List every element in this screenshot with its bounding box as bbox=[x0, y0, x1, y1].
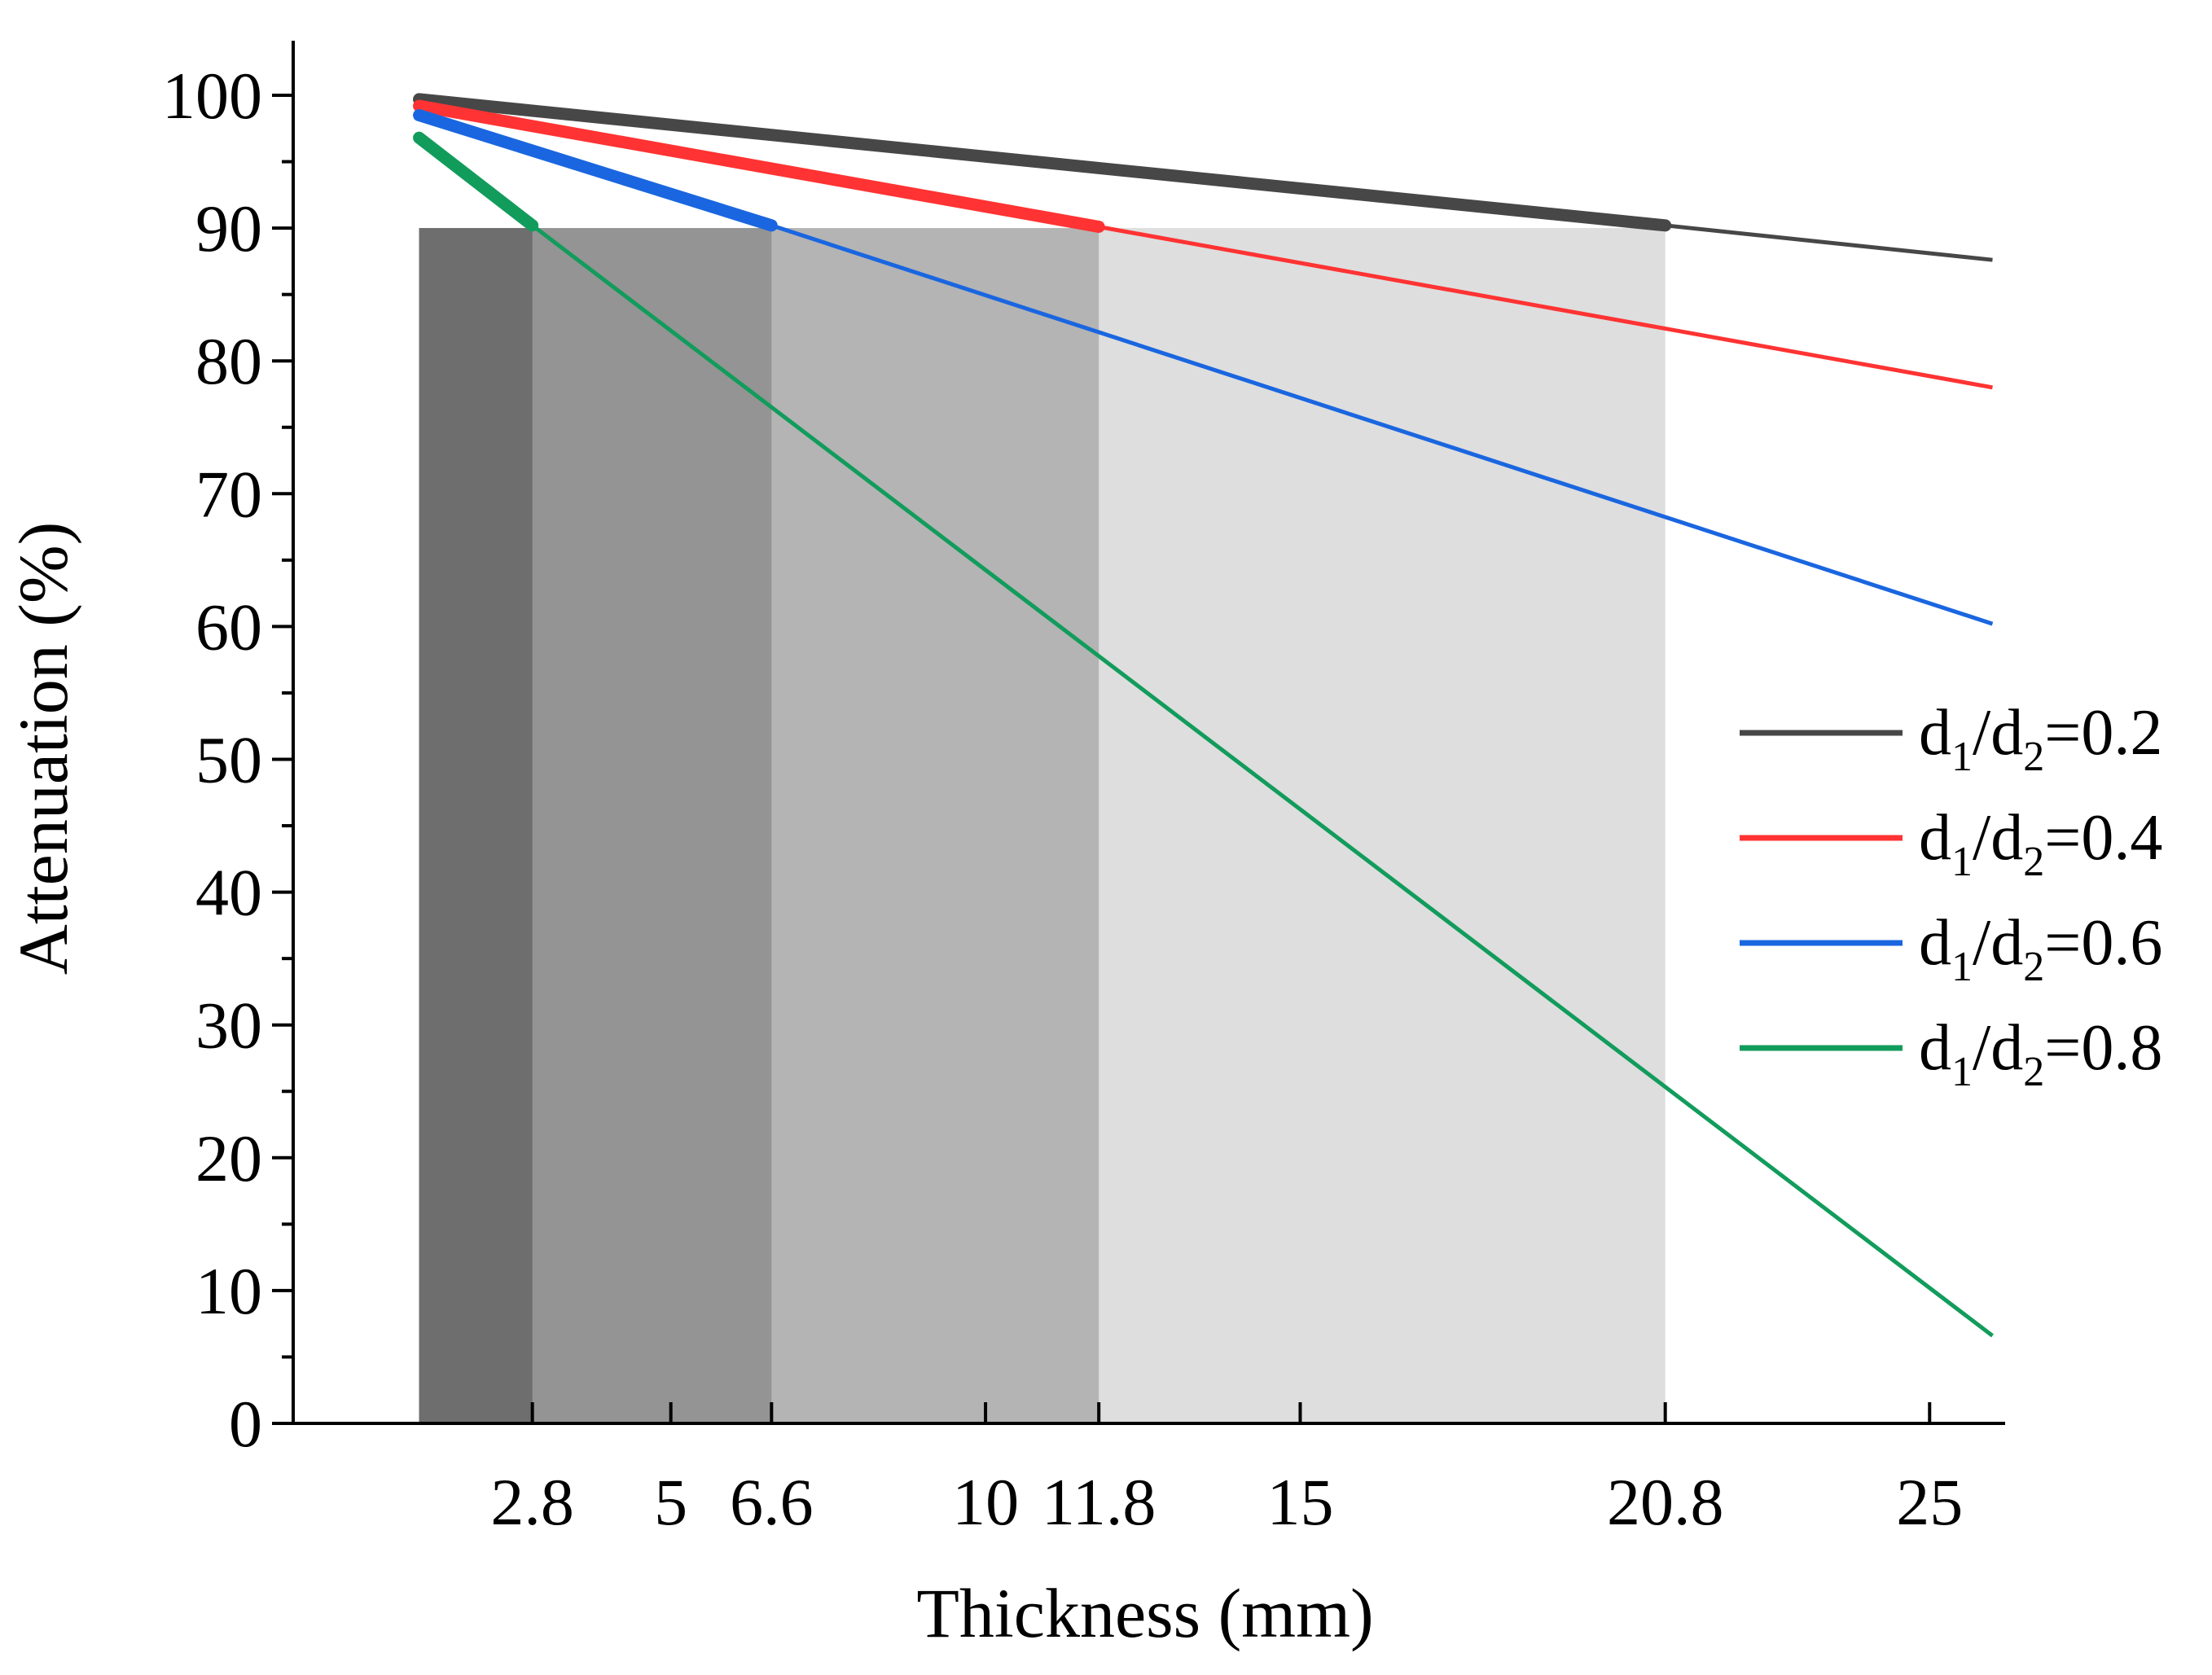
y-tick-label-5: 50 bbox=[195, 723, 262, 797]
series-highlight-1 bbox=[413, 99, 1105, 233]
y-tick-label-10: 100 bbox=[162, 59, 262, 133]
x-tick-label-3: 10 bbox=[952, 1465, 1019, 1539]
tick-labels: 0 10 20 30 40 50 60 70 80 90 100 2.8 5 6.6 10 11.8 15 20.… bbox=[162, 59, 1963, 1539]
y-tick-label-2: 20 bbox=[195, 1121, 262, 1195]
x-tick-label-2: 6.6 bbox=[730, 1465, 814, 1539]
x-axis-title: Thickness (mm) bbox=[916, 1574, 1373, 1652]
x-tick-label-1: 5 bbox=[654, 1465, 687, 1539]
legend-label-3: d1/d2=0.8 bbox=[1919, 1012, 2162, 1095]
y-tick-label-9: 90 bbox=[195, 191, 262, 265]
series-highlight-2 bbox=[413, 108, 778, 232]
y-tick-label-4: 40 bbox=[195, 856, 262, 930]
y-tick-label-6: 60 bbox=[195, 590, 262, 664]
legend-label-2: d1/d2=0.6 bbox=[1919, 907, 2162, 990]
x-tick-label-5: 15 bbox=[1266, 1465, 1333, 1539]
legend-label-1: d1/d2=0.4 bbox=[1919, 802, 2162, 885]
y-tick-label-3: 30 bbox=[195, 989, 262, 1063]
tick-marks bbox=[272, 94, 1932, 1425]
series-highlight-0 bbox=[413, 93, 1672, 232]
axes bbox=[292, 41, 2005, 1425]
y-tick-label-7: 70 bbox=[195, 457, 262, 531]
shaded-region-3 bbox=[419, 228, 533, 1424]
legend: d1/d2=0.2 d1/d2=0.4 d1/d2=0.6 d1/d2=0.8 bbox=[1740, 697, 2162, 1095]
y-tick-label-0: 0 bbox=[229, 1387, 262, 1461]
x-tick-label-4: 11.8 bbox=[1042, 1465, 1156, 1539]
y-tick-label-8: 80 bbox=[195, 324, 262, 398]
series-lines bbox=[413, 93, 1995, 1338]
x-tick-label-0: 2.8 bbox=[490, 1465, 574, 1539]
y-axis-title: Attenuation (%) bbox=[4, 522, 82, 975]
legend-label-0: d1/d2=0.2 bbox=[1919, 697, 2162, 780]
shaded-regions bbox=[419, 228, 1666, 1424]
y-tick-label-1: 10 bbox=[195, 1254, 262, 1328]
series-highlight-3 bbox=[413, 131, 539, 232]
x-tick-label-6: 20.8 bbox=[1607, 1465, 1724, 1539]
x-tick-label-7: 25 bbox=[1896, 1465, 1963, 1539]
